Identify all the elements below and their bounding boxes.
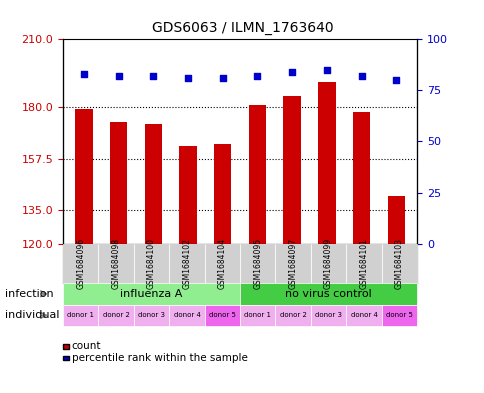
Text: no virus control: no virus control xyxy=(285,289,371,299)
Bar xyxy=(75,108,92,244)
Bar xyxy=(144,125,162,244)
Text: donor 2: donor 2 xyxy=(279,312,306,318)
Point xyxy=(80,71,88,77)
Point xyxy=(184,75,192,81)
Bar xyxy=(283,96,300,244)
Point xyxy=(322,67,330,73)
Bar xyxy=(213,144,231,244)
Text: donor 5: donor 5 xyxy=(385,312,412,318)
Text: GSM1684101: GSM1684101 xyxy=(359,238,368,289)
Point xyxy=(115,73,122,79)
Point xyxy=(218,75,226,81)
Text: GSM1684099: GSM1684099 xyxy=(323,238,333,289)
Bar xyxy=(248,105,266,244)
Text: GSM1684104: GSM1684104 xyxy=(217,238,227,289)
Text: donor 2: donor 2 xyxy=(103,312,129,318)
Bar xyxy=(179,146,197,244)
Text: GSM1684095: GSM1684095 xyxy=(253,238,262,289)
Text: GSM1684102: GSM1684102 xyxy=(182,238,191,289)
Text: infection: infection xyxy=(5,289,53,299)
Text: influenza A: influenza A xyxy=(120,289,182,299)
Text: GSM1684100: GSM1684100 xyxy=(147,238,156,289)
Point xyxy=(357,73,364,79)
Text: GSM1684096: GSM1684096 xyxy=(76,238,85,289)
Text: GSM1684097: GSM1684097 xyxy=(288,238,297,289)
Text: donor 1: donor 1 xyxy=(244,312,271,318)
Text: donor 1: donor 1 xyxy=(67,312,94,318)
Point xyxy=(287,69,295,75)
Bar xyxy=(387,196,404,244)
Point xyxy=(253,73,261,79)
Text: percentile rank within the sample: percentile rank within the sample xyxy=(72,353,247,363)
Text: GDS6063 / ILMN_1763640: GDS6063 / ILMN_1763640 xyxy=(151,20,333,35)
Bar xyxy=(318,83,335,244)
Text: individual: individual xyxy=(5,310,59,320)
Point xyxy=(149,73,157,79)
Text: donor 4: donor 4 xyxy=(350,312,377,318)
Text: donor 4: donor 4 xyxy=(173,312,200,318)
Point xyxy=(392,77,399,83)
Text: donor 3: donor 3 xyxy=(138,312,165,318)
Text: GSM1684098: GSM1684098 xyxy=(111,238,121,289)
Bar xyxy=(110,122,127,244)
Text: count: count xyxy=(72,341,101,351)
Text: donor 5: donor 5 xyxy=(209,312,235,318)
Text: GSM1684103: GSM1684103 xyxy=(394,238,403,289)
Text: donor 3: donor 3 xyxy=(315,312,341,318)
Bar xyxy=(352,112,369,244)
